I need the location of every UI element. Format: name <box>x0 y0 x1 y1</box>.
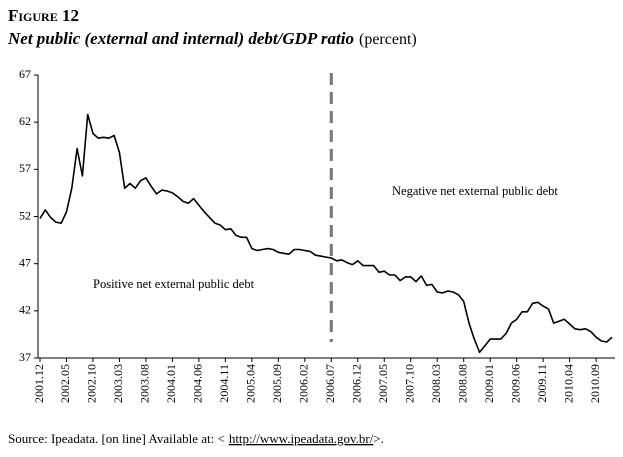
x-tick-label: 2006.12 <box>350 364 364 403</box>
y-tick-label: 67 <box>19 67 31 81</box>
line <box>39 113 613 354</box>
x-tick-label: 2006.07 <box>323 364 337 403</box>
y-tick-label: 37 <box>19 350 31 364</box>
figure-label: Figure 12 <box>8 6 79 25</box>
annotation: Negative net external public debt <box>392 184 558 198</box>
x-tick-label: 2007.10 <box>402 364 416 403</box>
source-link[interactable]: http://www.ipeadata.gov.br/ <box>229 431 374 446</box>
x-tick-label: 2009.01 <box>482 364 496 403</box>
x-tick-label: 2002.05 <box>58 364 72 403</box>
x-tick-label: 2008.03 <box>429 364 443 403</box>
source-end: >. <box>373 431 384 446</box>
x-tick-label: 2006.02 <box>297 364 311 403</box>
x-tick-label: 2009.06 <box>508 364 522 403</box>
x-tick-label: 2003.08 <box>138 364 152 403</box>
x-tick-label: 2002.10 <box>85 364 99 403</box>
y-tick-label: 62 <box>19 114 31 128</box>
y-tick-label: 42 <box>19 303 31 317</box>
chart-title: Net public (external and internal) debt/… <box>7 29 354 48</box>
source-text: Source: Ipeadata. [on line] Available at… <box>8 431 225 446</box>
x-tick-label: 2009.11 <box>535 364 549 403</box>
y-tick-label: 52 <box>19 208 31 222</box>
x-tick-label: 2010.04 <box>561 364 575 403</box>
x-tick-label: 2007.05 <box>376 364 390 403</box>
y-tick-label: 57 <box>19 161 31 175</box>
title-line: Net public (external and internal) debt/… <box>7 29 417 48</box>
x-tick-label: 2004.11 <box>217 364 231 403</box>
x-tick-label: 2010.09 <box>588 364 602 403</box>
x-tick-label: 2003.03 <box>111 364 125 403</box>
unit: (percent) <box>359 31 417 48</box>
x-tick-label: 2004.01 <box>164 364 178 403</box>
x-tick-label: 2005.04 <box>244 364 258 403</box>
x-tick-label: 2001.12 <box>32 364 46 403</box>
x-tick-label: 2005.09 <box>270 364 284 403</box>
annotation: Positive net external public debt <box>93 277 255 291</box>
y-tick-label: 47 <box>19 255 31 269</box>
x-tick-label: 2008.08 <box>455 364 469 403</box>
x-tick-label: 2004.06 <box>191 364 205 403</box>
source: Source: Ipeadata. [on line] Available at… <box>8 431 384 446</box>
